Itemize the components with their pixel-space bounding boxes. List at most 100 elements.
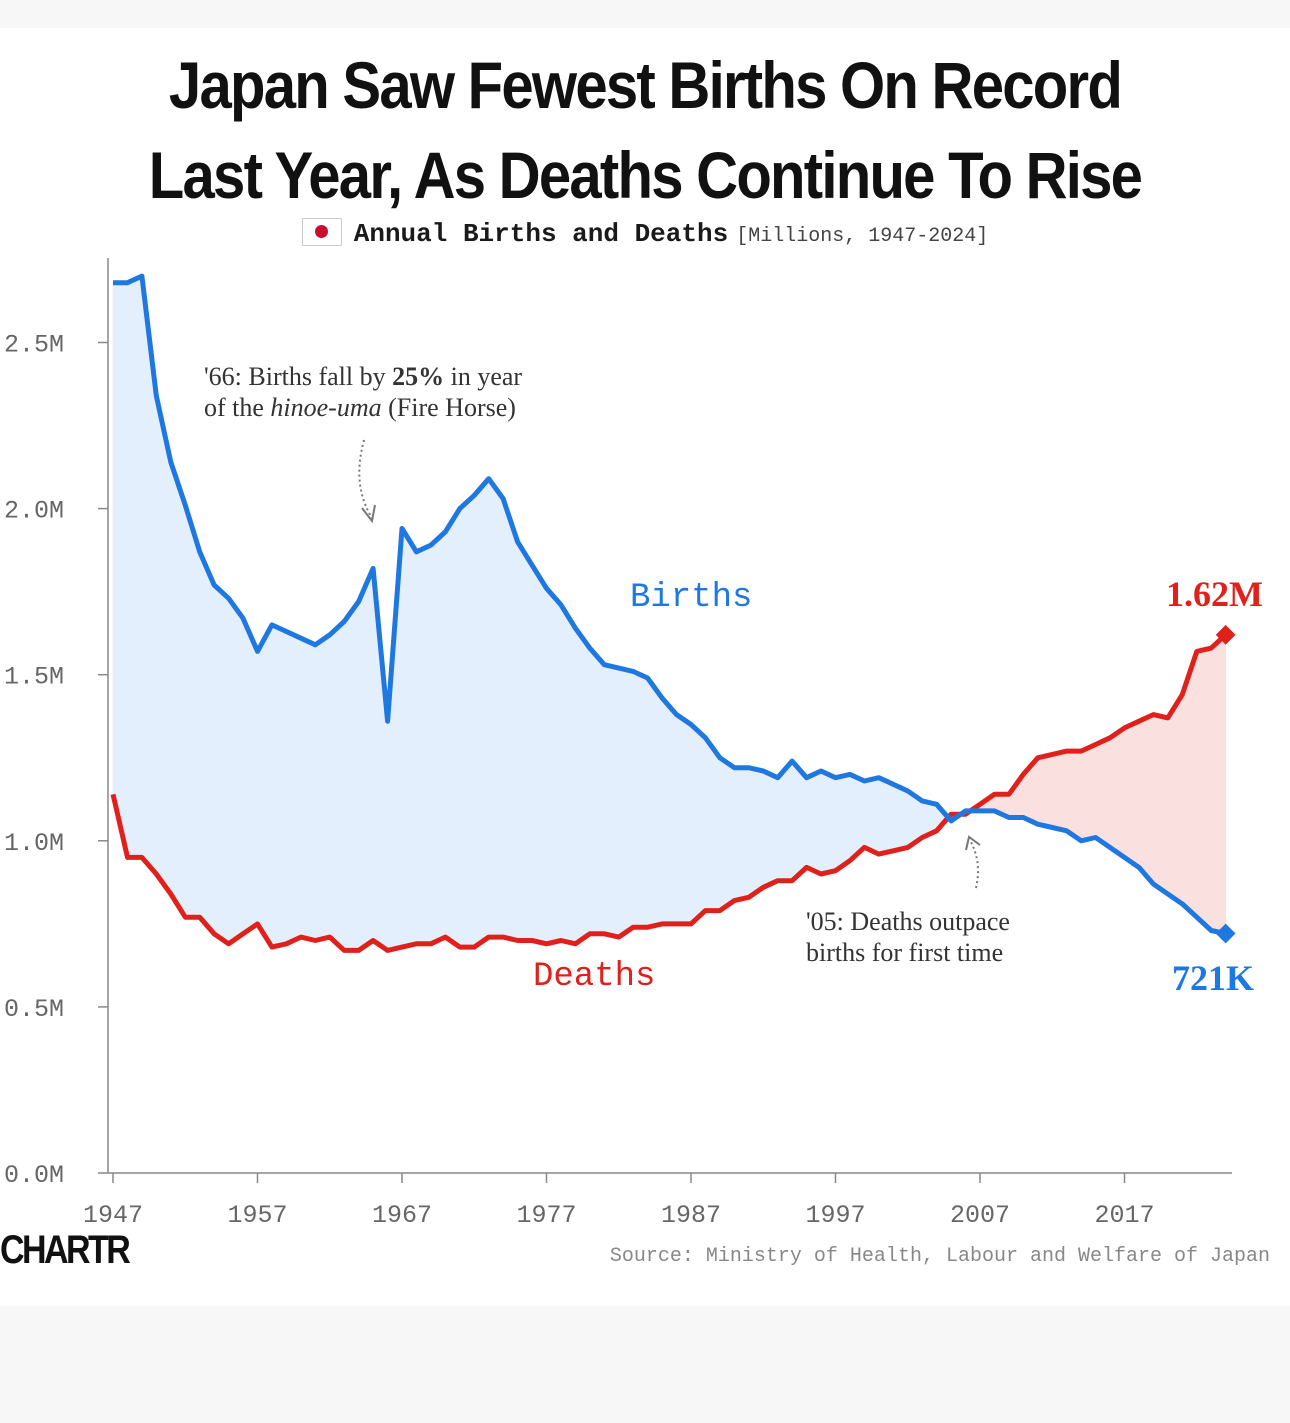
deaths-surplus-area	[1037, 753, 1053, 829]
births-end-value-label: 721K	[1172, 958, 1254, 998]
births-series-line	[113, 273, 1227, 936]
annotations: '66: Births fall by 25% in year of the h…	[204, 362, 1010, 967]
births-surplus-area	[416, 544, 432, 945]
births-surplus-area	[531, 563, 547, 945]
deaths-surplus-area	[1167, 693, 1183, 905]
births-surplus-area	[271, 624, 287, 948]
fire-horse-arrowhead	[361, 504, 376, 524]
births-surplus-area	[473, 477, 490, 948]
births-surplus-area	[560, 603, 576, 945]
deaths-surplus-area	[1109, 727, 1125, 859]
fire-horse-annotation-line2: of the hinoe-uma (Fire Horse)	[204, 393, 516, 422]
fire-horse-annotation-line1: '66: Births fall by 25% in year	[204, 362, 522, 391]
births-surplus-area	[401, 527, 417, 948]
y-tick-label: 0.5M	[4, 995, 64, 1024]
births-surplus-area	[589, 647, 605, 935]
births-surplus-area	[835, 773, 851, 872]
births-surplus-area	[459, 494, 475, 948]
births-surplus-area	[199, 551, 215, 935]
chart-title: Japan Saw Fewest Births On Record Last Y…	[77, 40, 1212, 220]
births-surplus-area	[184, 505, 201, 918]
births-surplus-area	[430, 530, 446, 945]
births-surplus-area	[878, 777, 894, 855]
crossover-annotation-line1: '05: Deaths outpace	[806, 907, 1010, 936]
x-tick-label: 1947	[83, 1201, 143, 1230]
source-note: Source: Ministry of Health, Labour and W…	[609, 1245, 1270, 1268]
births-surplus-area	[748, 767, 764, 899]
births-surplus-area	[343, 600, 360, 951]
deaths-surplus-area	[1066, 750, 1082, 842]
title-line-1: Japan Saw Fewest Births On Record	[168, 48, 1123, 122]
x-tick-label: 2007	[950, 1201, 1010, 1230]
births-surplus-area	[257, 624, 273, 949]
deaths-surplus-area	[1138, 713, 1154, 886]
deaths-surplus-area	[1095, 737, 1111, 849]
x-tick-label: 1987	[661, 1201, 721, 1230]
deaths-surplus-area	[1196, 647, 1212, 932]
x-tick-label: 1967	[372, 1201, 432, 1230]
subtitle-main: Annual Births and Deaths	[353, 219, 729, 249]
births-surplus-area	[444, 507, 461, 948]
births-surplus-area	[517, 540, 533, 941]
subtitle-unit: [Millions, 1947-2024]	[736, 225, 989, 248]
deaths-series-line	[110, 632, 1228, 953]
births-series-label: Births	[630, 579, 752, 617]
births-surplus-area	[329, 620, 345, 952]
births-surplus-area	[676, 713, 692, 925]
births-surplus-area	[618, 667, 634, 938]
births-surplus-area	[358, 568, 374, 952]
births-surplus-area	[170, 461, 186, 919]
births-surplus-area	[892, 783, 909, 852]
deaths-surplus-area	[1124, 720, 1140, 869]
deaths-series-label: Deaths	[533, 958, 655, 996]
x-tick-label: 1957	[227, 1201, 287, 1230]
chart-subtitle: Annual Births and Deaths [Millions, 1947-…	[0, 218, 1290, 249]
crossover-arrow	[969, 839, 979, 889]
births-surplus-area	[733, 767, 750, 902]
births-surplus-area	[864, 777, 880, 855]
births-surplus-area	[705, 736, 721, 911]
births-surplus-area	[820, 770, 836, 875]
births-deaths-chart: 0.0M 0.5M 1.0M 1.5M 2.0M 2.5M 1947 1957 1967 1977…	[4, 258, 1263, 1230]
crossover-annotation-line2: births for first time	[806, 938, 1003, 967]
births-surplus-area	[285, 630, 302, 945]
x-tick-label: 1997	[805, 1201, 865, 1230]
y-tick-label: 2.0M	[4, 497, 64, 526]
crossover-arrowhead	[965, 835, 981, 851]
x-tick-label: 1977	[516, 1201, 576, 1230]
births-surplus-area	[632, 670, 649, 928]
y-tick-label: 1.0M	[4, 829, 64, 858]
births-surplus-area	[603, 664, 620, 938]
y-tick-label: 0.0M	[4, 1161, 64, 1190]
births-surplus-area	[546, 587, 562, 945]
births-surplus-area	[575, 626, 591, 945]
fire-horse-arrow	[358, 439, 373, 519]
births-surplus-area	[127, 275, 143, 858]
births-surplus-area	[762, 770, 779, 888]
births-surplus-area	[314, 634, 331, 941]
births-end-marker	[1215, 923, 1236, 944]
deaths-end-marker	[1215, 624, 1236, 645]
deaths-end-value-label: 1.62M	[1166, 574, 1263, 614]
births-surplus-area	[690, 723, 706, 925]
births-surplus-area	[213, 584, 230, 945]
y-tick-label: 1.5M	[4, 663, 64, 692]
y-tick-label: 2.5M	[4, 331, 64, 360]
chartr-logo: CHARTR	[0, 1228, 131, 1272]
births-surplus-area	[806, 770, 822, 875]
x-tick-label: 2017	[1094, 1201, 1154, 1230]
title-line-2: Last Year, As Deaths Continue To Rise	[148, 138, 1143, 212]
births-surplus-area	[112, 282, 128, 858]
deaths-surplus-area	[1051, 750, 1068, 832]
deaths-surplus-area	[1080, 743, 1096, 842]
japan-flag-icon	[301, 218, 342, 246]
births-surplus-area	[661, 696, 677, 925]
deaths-surplus-area	[1153, 714, 1169, 895]
deaths-surplus-area	[1210, 633, 1227, 934]
births-surplus-area	[502, 498, 518, 941]
births-surplus-area	[300, 637, 316, 941]
births-surplus-area	[647, 676, 663, 928]
births-surplus-area	[155, 395, 172, 896]
births-surplus-area	[228, 597, 244, 945]
births-surplus-area	[719, 756, 735, 912]
